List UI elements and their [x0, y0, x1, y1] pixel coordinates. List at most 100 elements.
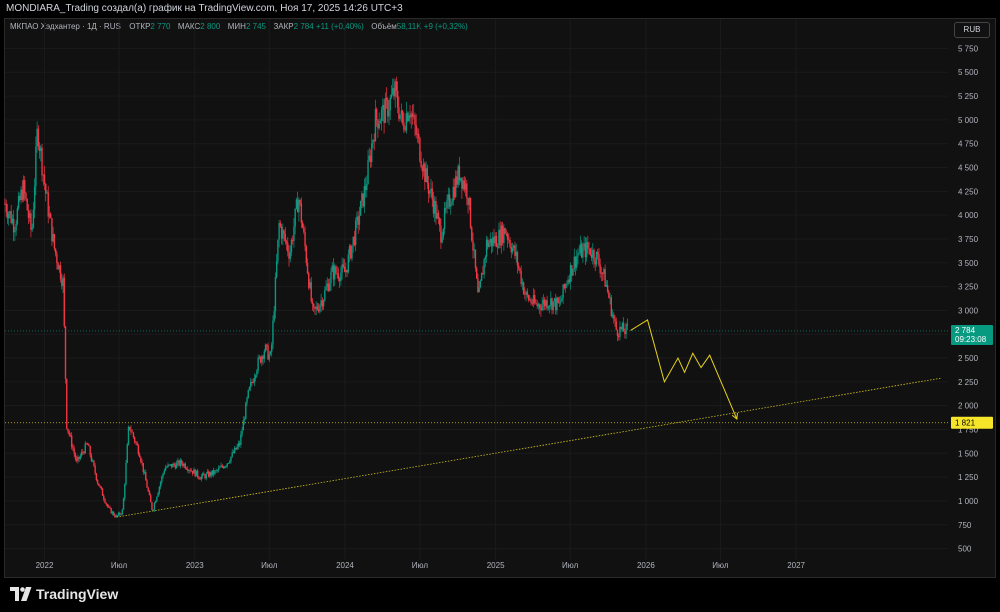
bar-countdown: 09:23:08	[955, 335, 987, 344]
candle-body	[49, 213, 52, 219]
candle-body	[510, 246, 512, 253]
candle-body	[327, 283, 330, 291]
candle-body	[48, 213, 51, 217]
candle-body	[388, 110, 390, 117]
candle-body	[455, 176, 457, 197]
candle-body	[394, 81, 396, 97]
candle-body	[124, 484, 126, 499]
candle-body	[367, 159, 369, 184]
candle-body	[37, 128, 40, 147]
candle-body	[289, 252, 291, 259]
candle-body	[621, 322, 624, 330]
candle-body	[100, 486, 103, 489]
candle-body	[613, 314, 615, 319]
candle-body	[488, 242, 490, 247]
candle-body	[503, 228, 505, 243]
currency-selector[interactable]: RUB	[954, 22, 990, 38]
candle-body	[580, 243, 583, 258]
y-tick-label: 2 250	[958, 378, 979, 387]
candle-body	[566, 283, 568, 285]
x-tick-label: 2026	[637, 561, 655, 570]
candle-body	[616, 329, 619, 336]
candle-body	[310, 282, 312, 302]
candle-body	[351, 245, 353, 259]
forecast-arrowhead	[731, 412, 738, 420]
candle-body	[269, 351, 272, 355]
candle-body	[500, 225, 503, 246]
candle-body	[168, 464, 170, 466]
open-value: 2 770	[150, 22, 171, 31]
candle-body	[214, 470, 216, 475]
open-label: ОТКР	[129, 22, 151, 31]
low-label: МИН	[227, 22, 246, 31]
symbol-legend: МКПАО Хэдхантер · 1Д · RUS ОТКР2 770 МАК…	[10, 22, 468, 31]
candle-body	[185, 468, 188, 470]
candle-body	[400, 110, 403, 115]
candle-body	[316, 306, 319, 310]
candle-body	[375, 109, 378, 120]
candle-body	[453, 186, 456, 197]
symbol-name: МКПАО Хэдхантер · 1Д · RUS	[10, 22, 121, 31]
candle-body	[330, 271, 332, 284]
candle-body	[350, 245, 352, 259]
candle-body	[408, 115, 410, 122]
candle-body	[304, 232, 306, 247]
candle-body	[462, 180, 464, 189]
candle-body	[198, 476, 200, 479]
candle-body	[216, 470, 219, 472]
candle-body	[610, 297, 613, 317]
tradingview-brand[interactable]: TradingView	[10, 584, 118, 604]
candle-body	[263, 351, 266, 359]
candle-body	[472, 240, 474, 251]
candle-body	[532, 295, 535, 304]
candle-body	[122, 498, 125, 510]
candle-body	[457, 165, 459, 185]
candle-body	[17, 195, 20, 209]
candle-body	[593, 249, 595, 262]
candle-body	[108, 506, 110, 508]
candle-body	[626, 324, 629, 326]
candle-body	[35, 146, 37, 187]
candle-body	[206, 471, 209, 474]
y-tick-label: 1 250	[958, 473, 979, 482]
candle-body	[8, 213, 10, 219]
candle-body	[303, 228, 305, 233]
candle-body	[377, 119, 379, 129]
candle-body	[384, 98, 387, 123]
chart-pane[interactable]	[4, 18, 996, 578]
candle-body	[233, 447, 236, 453]
candle-body	[84, 443, 86, 454]
candle-body	[515, 251, 517, 256]
candle-body	[85, 443, 88, 445]
candle-body	[416, 133, 419, 135]
candle-body	[317, 309, 320, 312]
y-tick-label: 4 500	[958, 164, 979, 173]
candle-body	[311, 301, 314, 304]
candle-body	[217, 467, 220, 471]
candle-body	[421, 167, 424, 172]
candle-body	[598, 254, 600, 265]
candle-body	[215, 470, 217, 472]
candle-body	[271, 344, 273, 352]
candle-body	[82, 452, 84, 453]
candle-body	[551, 298, 553, 311]
candle-body	[352, 236, 354, 246]
candle-body	[79, 455, 82, 459]
candle-body	[246, 397, 248, 403]
candle-body	[282, 230, 284, 239]
candle-body	[614, 318, 616, 322]
candle-body	[227, 462, 230, 464]
candle-body	[31, 227, 33, 230]
candle-body	[5, 203, 7, 213]
candle-body	[284, 234, 287, 242]
candle-body	[567, 279, 569, 284]
price-axis: 500 750 1 000 1 250 1 500 1 750 2 000 2 250 2 50…	[958, 44, 979, 553]
candle-body	[258, 356, 261, 358]
candle-body	[294, 208, 296, 227]
candle-body	[259, 356, 262, 363]
candle-body	[609, 297, 611, 299]
candle-body	[493, 237, 495, 244]
candle-body	[597, 251, 599, 255]
candle-body	[369, 155, 372, 162]
